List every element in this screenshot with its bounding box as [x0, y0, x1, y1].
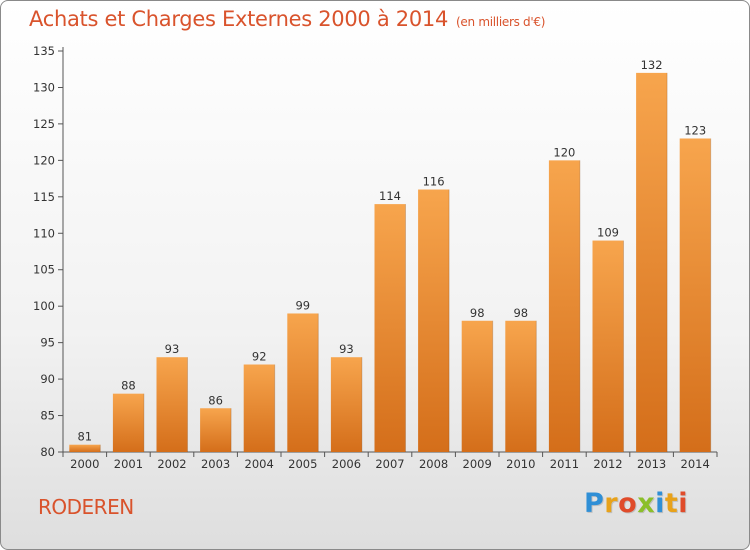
- value-label: 86: [208, 393, 223, 407]
- bar-2000: [69, 444, 101, 452]
- logo-letter: i: [655, 488, 665, 519]
- bar-2002: [156, 357, 188, 452]
- x-tick-label: 2007: [375, 457, 404, 471]
- bar-2003: [200, 408, 232, 452]
- y-tick-label: 125: [33, 117, 55, 131]
- y-tick-label: 95: [40, 336, 55, 350]
- x-tick-label: 2005: [288, 457, 317, 471]
- bar-2010: [505, 320, 537, 452]
- commune-name: RODEREN: [38, 495, 134, 519]
- value-label: 88: [121, 379, 136, 393]
- proxiti-logo[interactable]: Proxiti: [584, 488, 688, 519]
- bar-2013: [636, 72, 668, 452]
- value-label: 93: [339, 342, 354, 356]
- bar-2004: [243, 364, 275, 452]
- axes: 80 85 90 95 100 105 110 115 120 125 130 135 2000 2001…: [33, 44, 718, 471]
- x-tick-label: 2013: [637, 457, 666, 471]
- value-label: 116: [423, 175, 445, 189]
- title-text: Achats et Charges Externes 2000 à 2014: [29, 7, 449, 31]
- value-label: 120: [553, 145, 575, 159]
- value-label: 92: [252, 350, 267, 364]
- logo-letter: x: [637, 488, 656, 519]
- x-tick-label: 2009: [463, 457, 492, 471]
- logo-letter: o: [618, 488, 638, 519]
- y-tick-label: 115: [33, 190, 55, 204]
- x-tick-label: 2014: [681, 457, 710, 471]
- logo-letter: i: [678, 488, 689, 519]
- x-tick-label: 2008: [419, 457, 448, 471]
- value-labels: 81 88 93 86 92 99 93 114 116 98 98 120 109 132 123: [77, 58, 706, 444]
- x-tick-label: 2001: [114, 457, 143, 471]
- bar-2005: [287, 313, 319, 452]
- bar-2011: [548, 160, 580, 452]
- logo-letter: t: [664, 488, 679, 519]
- x-tick-label: 2000: [70, 457, 99, 471]
- value-label: 98: [470, 306, 485, 320]
- bar-2001: [112, 393, 144, 452]
- bar-2014: [679, 138, 711, 452]
- y-tick-label: 105: [33, 263, 55, 277]
- value-label: 109: [597, 226, 619, 240]
- y-tick-label: 135: [33, 44, 55, 58]
- value-label: 123: [684, 123, 706, 137]
- bar-2008: [418, 189, 450, 452]
- y-tick-label: 100: [33, 299, 55, 313]
- x-tick-label: 2010: [506, 457, 535, 471]
- value-label: 98: [513, 306, 528, 320]
- x-tick-label: 2012: [593, 457, 622, 471]
- value-label: 132: [641, 58, 663, 72]
- logo-letter: P: [584, 488, 605, 519]
- x-tick-label: 2002: [157, 457, 186, 471]
- y-tick-label: 85: [40, 409, 55, 423]
- value-label: 99: [295, 298, 310, 312]
- logo-letter: r: [604, 488, 619, 519]
- bar-2006: [330, 357, 362, 452]
- y-tick-label: 90: [40, 372, 55, 386]
- bar-2009: [461, 320, 493, 452]
- value-label: 81: [77, 430, 92, 444]
- y-tick-label: 130: [33, 80, 55, 94]
- chart-title: Achats et Charges Externes 2000 à 2014 (e…: [29, 7, 545, 31]
- bar-2007: [374, 204, 406, 452]
- bars: [69, 72, 712, 452]
- bar-2012: [592, 240, 624, 452]
- value-label: 114: [379, 189, 401, 203]
- x-tick-label: 2011: [550, 457, 579, 471]
- y-tick-label: 80: [40, 445, 55, 459]
- y-tick-label: 110: [33, 226, 55, 240]
- value-label: 93: [165, 342, 180, 356]
- chart-subtitle: (en milliers d'€): [456, 15, 546, 29]
- x-tick-label: 2004: [245, 457, 274, 471]
- x-tick-label: 2006: [332, 457, 361, 471]
- y-tick-label: 120: [33, 153, 55, 167]
- x-tick-label: 2003: [201, 457, 230, 471]
